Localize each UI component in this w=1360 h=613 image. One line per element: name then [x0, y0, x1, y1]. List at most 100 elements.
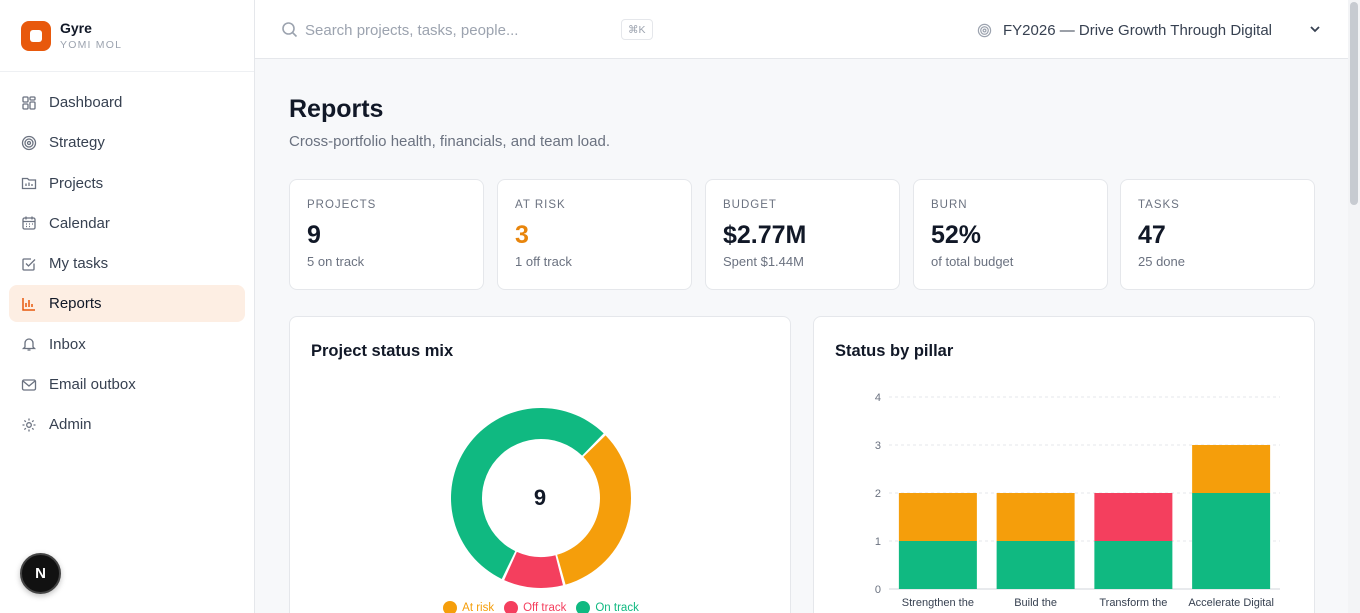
workspace-name: YOMI MOL: [60, 38, 123, 51]
sidebar-item-label: Reports: [49, 295, 102, 313]
sidebar-item-label: Admin: [49, 416, 92, 434]
legend-label: On track: [595, 602, 639, 613]
bar-chart-icon: [21, 296, 37, 312]
folder-icon: [21, 175, 37, 191]
calendar-icon: [21, 215, 37, 231]
sidebar-nav: Dashboard Strategy Projects Calendar My …: [0, 72, 254, 459]
legend-label: Off track: [523, 602, 567, 613]
legend-swatch: [504, 601, 519, 613]
x-tick-label: Transform the: [1099, 597, 1167, 609]
stat-value: 52%: [931, 221, 982, 249]
y-tick-label: 2: [875, 488, 881, 500]
brand-name: Gyre: [60, 19, 92, 36]
sidebar-item-email-outbox[interactable]: Email outbox: [9, 366, 245, 403]
donut-slice-at-risk: [557, 435, 631, 585]
legend-swatch: [576, 601, 591, 613]
bar-segment-on-track: [996, 541, 1075, 589]
target-icon: [21, 135, 37, 151]
bell-icon: [21, 336, 37, 352]
stat-label: TASKS: [1138, 199, 1180, 211]
x-tick-label: Build the: [1014, 597, 1057, 609]
target-icon: [977, 23, 992, 37]
bar-segment-at-risk: [996, 493, 1075, 541]
sidebar-item-label: Strategy: [49, 134, 105, 152]
sidebar-item-label: Dashboard: [49, 94, 123, 111]
stat-card-burn: BURN 52% of total budget: [913, 179, 1108, 290]
y-tick-label: 4: [875, 392, 881, 404]
page-subtitle: Cross-portfolio health, financials, and …: [289, 133, 611, 150]
stat-label: PROJECTS: [307, 199, 377, 211]
stacked-bar-chart: 0 1 2 3 4 Strengthen the Build the Transform th…: [875, 392, 1280, 609]
chart-title: Project status mix: [311, 342, 454, 360]
donut-slice-on-track: [450, 407, 604, 579]
sidebar-item-projects[interactable]: Projects: [9, 165, 245, 202]
sidebar-item-label: Email outbox: [49, 376, 136, 394]
legend-swatch: [443, 601, 458, 613]
donut-slice-off-track: [504, 551, 563, 588]
strategy-label: FY2026 — Drive Growth Through Digital: [1003, 21, 1273, 39]
stat-card-budget: BUDGET $2.77M Spent $1.44M: [705, 179, 900, 290]
sidebar-item-dashboard[interactable]: Dashboard: [9, 84, 245, 121]
y-tick-label: 1: [875, 536, 881, 548]
scrollbar-thumb[interactable]: [1350, 2, 1358, 205]
bar-segment-on-track: [1192, 493, 1271, 589]
sidebar: Gyre YOMI MOL Dashboard Strategy Project…: [0, 0, 255, 613]
stat-sub: 1 off track: [515, 254, 572, 269]
bar-segment-on-track: [898, 541, 977, 589]
gear-icon: [21, 417, 37, 433]
donut-chart: [450, 407, 631, 588]
stat-value: $2.77M: [723, 221, 807, 249]
page-title: Reports: [289, 95, 384, 123]
stat-sub: Spent $1.44M: [723, 254, 804, 269]
dev-tools-badge[interactable]: N: [20, 553, 61, 594]
sidebar-item-label: My tasks: [49, 255, 109, 273]
strategy-selector[interactable]: FY2026 — Drive Growth Through Digital: [977, 16, 1272, 44]
search-shortcut-hint: ⌘K: [621, 19, 653, 40]
stat-sub: 25 done: [1138, 254, 1185, 269]
chart-title: Status by pillar: [835, 342, 954, 360]
sidebar-item-my-tasks[interactable]: My tasks: [9, 245, 245, 282]
stat-value: 47: [1138, 221, 1166, 249]
grid-icon: [21, 95, 37, 111]
sidebar-item-strategy[interactable]: Strategy: [9, 124, 245, 161]
donut-legend: At risk Off track On track: [290, 601, 790, 613]
bar-segment-off-track: [1094, 493, 1173, 541]
sidebar-item-label: Inbox: [49, 335, 86, 353]
checkbox-icon: [21, 256, 37, 272]
stat-label: AT RISK: [515, 199, 566, 211]
x-tick-label: Strengthen the: [902, 597, 974, 609]
stat-value: 9: [307, 221, 321, 249]
search-icon: [282, 22, 298, 38]
stat-label: BURN: [931, 199, 968, 211]
y-tick-label: 0: [875, 584, 881, 596]
stat-card-at-risk: AT RISK 3 1 off track: [497, 179, 692, 290]
stat-value: 3: [515, 221, 529, 249]
bar-segment-on-track: [1094, 541, 1173, 589]
topbar: ⌘K FY2026 — Drive Growth Through Digital: [255, 0, 1348, 59]
legend-item-at-risk: At risk: [443, 601, 494, 613]
brand[interactable]: Gyre YOMI MOL: [0, 0, 254, 72]
sidebar-item-label: Projects: [49, 174, 104, 192]
status-by-pillar-card: Status by pillar 0 1 2 3 4 Strengthen the Buil…: [813, 316, 1315, 613]
project-status-mix-card: Project status mix 9 At risk Off track O…: [289, 316, 791, 613]
y-tick-label: 3: [875, 440, 881, 452]
stat-sub: of total budget: [931, 254, 1014, 269]
legend-item-off-track: Off track: [504, 601, 566, 613]
sidebar-item-admin[interactable]: Admin: [9, 406, 245, 443]
sidebar-item-reports[interactable]: Reports: [9, 285, 245, 323]
stat-card-tasks: TASKS 47 25 done: [1120, 179, 1315, 290]
x-tick-label: Accelerate Digital: [1188, 597, 1274, 609]
search-input[interactable]: [305, 18, 605, 42]
legend-item-on-track: On track: [576, 601, 639, 613]
chevron-down-icon[interactable]: [1308, 22, 1322, 36]
stat-label: BUDGET: [723, 199, 777, 211]
sidebar-item-label: Calendar: [49, 214, 110, 232]
bar-segment-at-risk: [898, 493, 977, 541]
sidebar-item-calendar[interactable]: Calendar: [9, 205, 245, 242]
brand-logo-icon: [21, 20, 51, 51]
mail-icon: [21, 377, 37, 393]
bar-segment-at-risk: [1192, 445, 1271, 493]
donut-center-label: 9: [533, 485, 547, 510]
sidebar-item-inbox[interactable]: Inbox: [9, 326, 245, 363]
stat-sub: 5 on track: [307, 254, 365, 269]
